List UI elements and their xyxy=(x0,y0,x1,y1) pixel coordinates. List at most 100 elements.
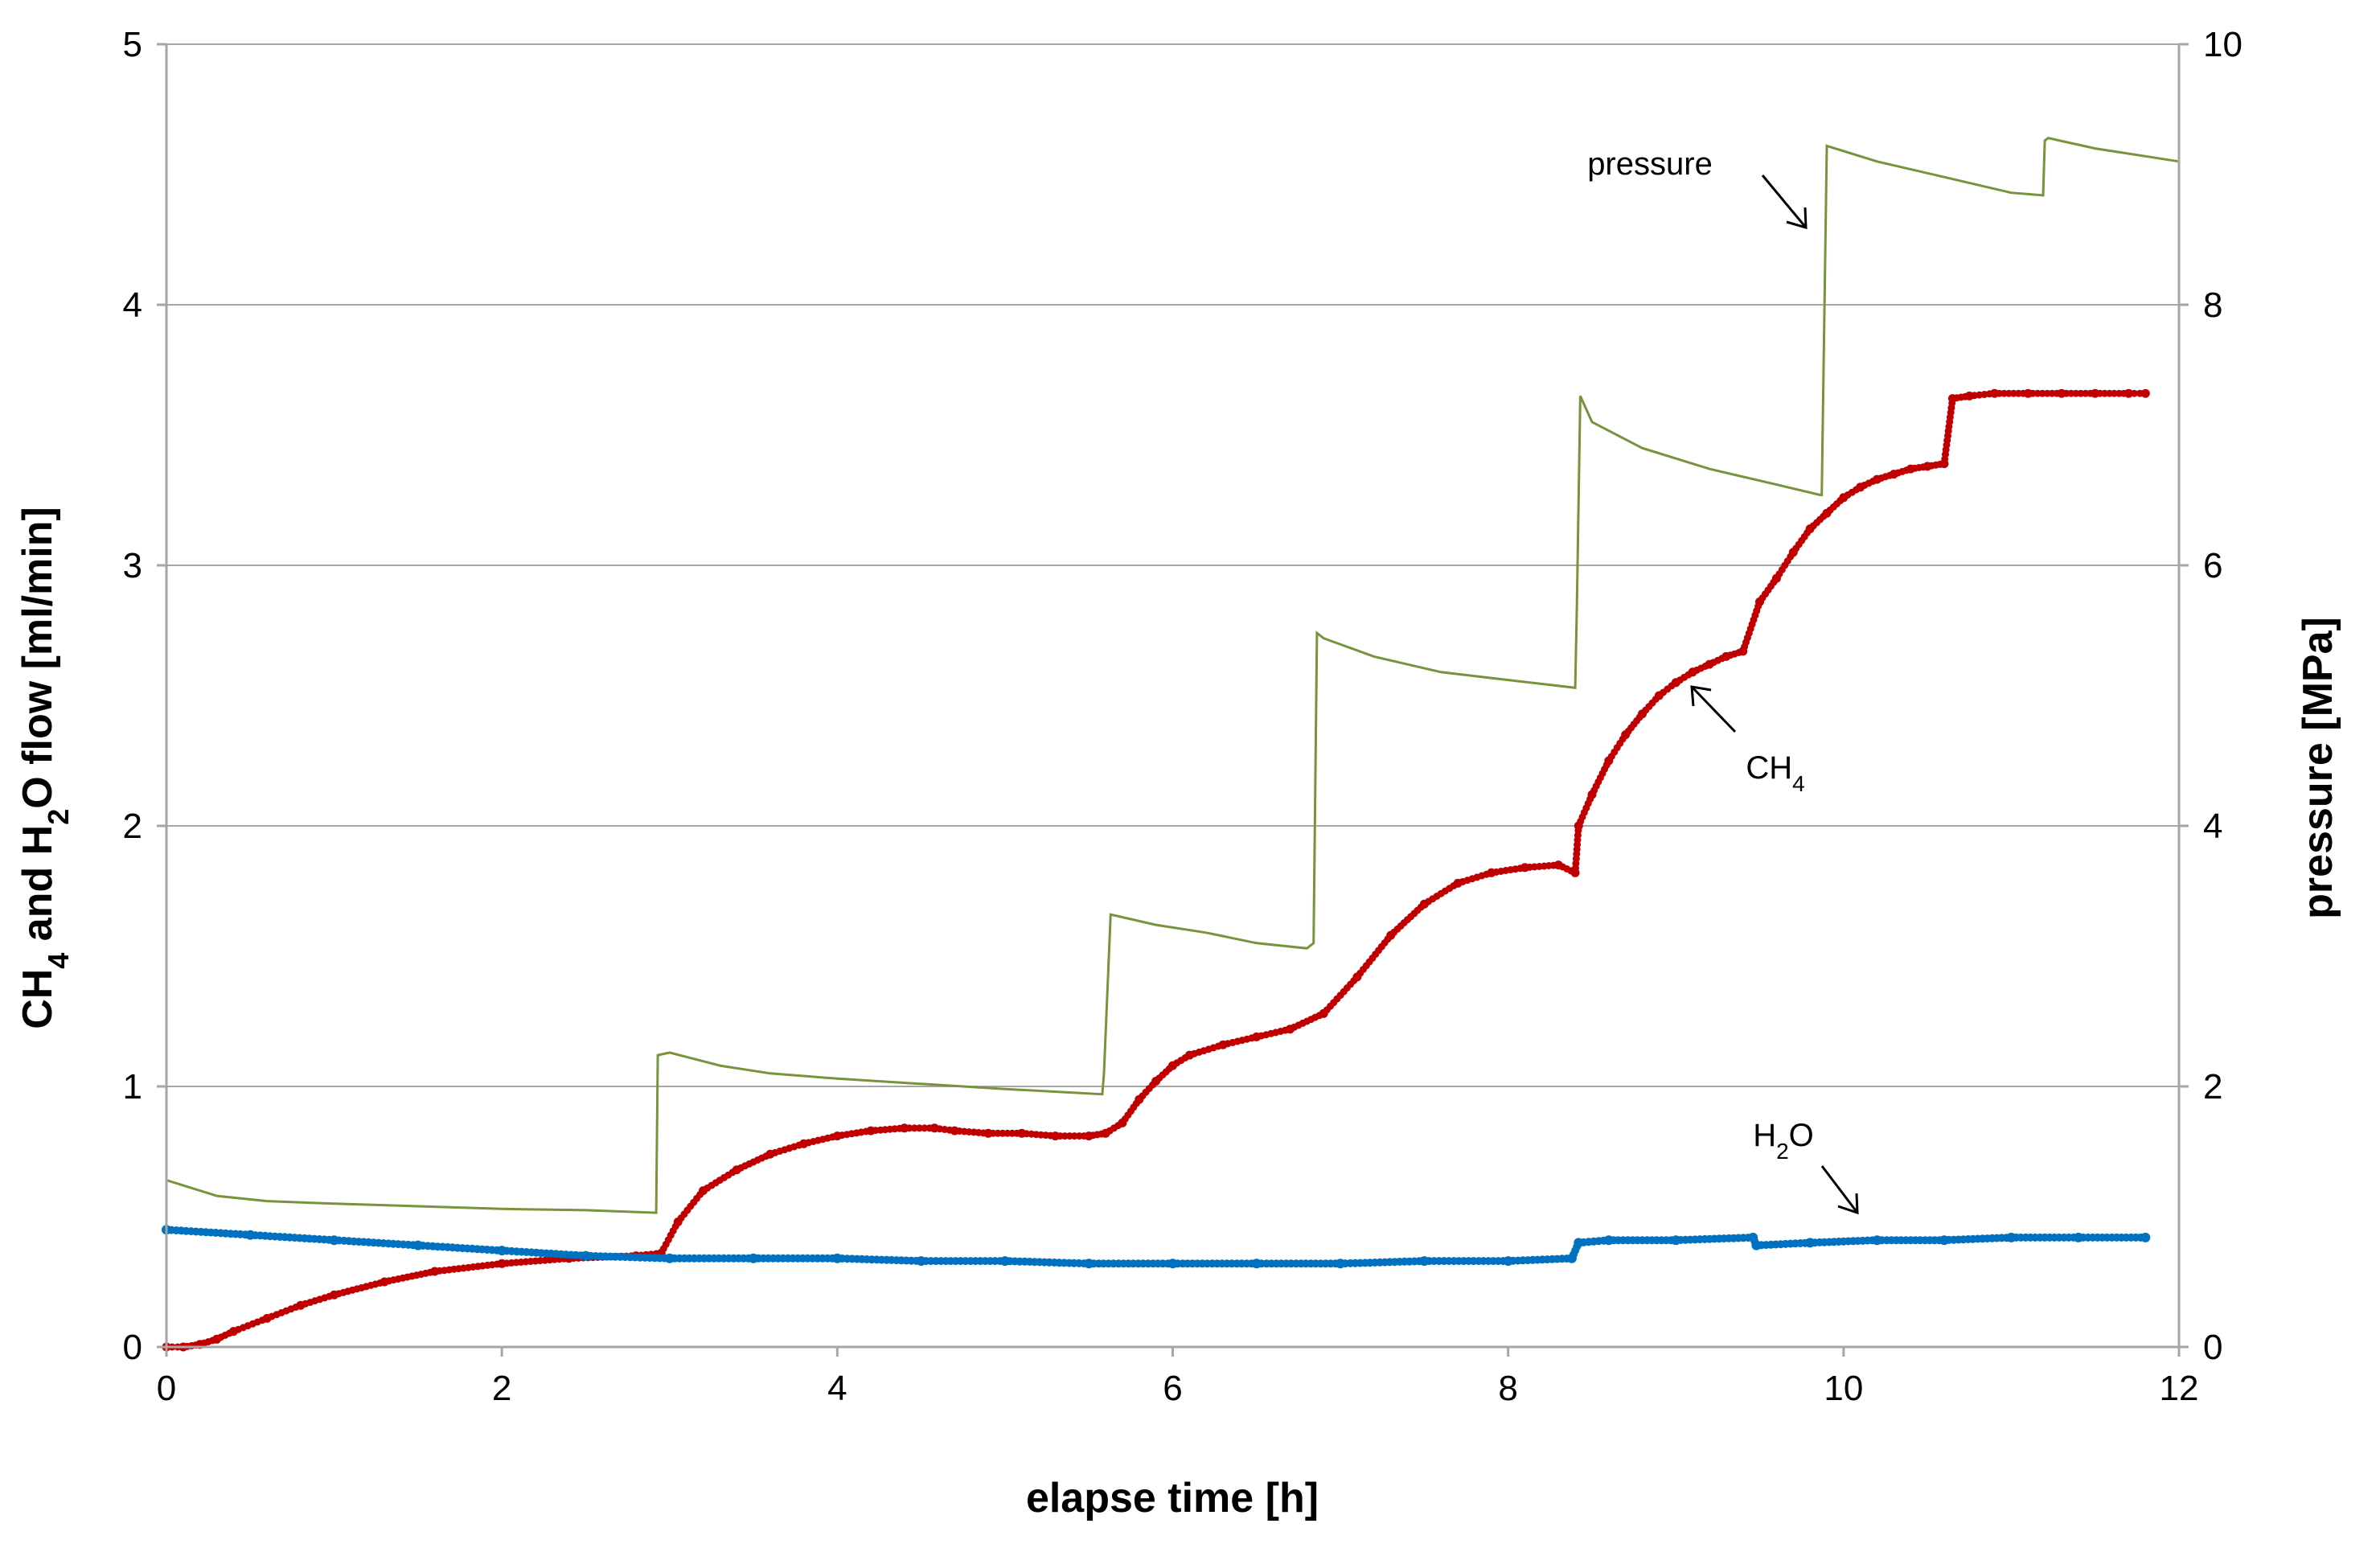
data-point-h2o xyxy=(1751,1240,1762,1250)
data-point-ch4 xyxy=(262,1313,272,1323)
y-right-tick-label: 2 xyxy=(2203,1067,2222,1107)
data-point-h2o xyxy=(1603,1235,1614,1246)
data-point-h2o xyxy=(1251,1259,1262,1269)
x-axis-title: elapse time [h] xyxy=(1026,1475,1319,1521)
series-h2o xyxy=(162,1225,2151,1269)
y-axis-right-title: pressure [MPa] xyxy=(2295,617,2341,919)
data-point-ch4 xyxy=(1168,1061,1177,1070)
data-point-ch4 xyxy=(699,1186,708,1196)
data-point-h2o xyxy=(2006,1232,2017,1242)
y-left-title-part: and H xyxy=(14,825,61,953)
data-point-ch4 xyxy=(2057,388,2066,398)
data-point-ch4 xyxy=(1101,1128,1110,1138)
data-point-ch4 xyxy=(1118,1118,1127,1127)
data-point-ch4 xyxy=(1587,790,1597,799)
data-point-ch4 xyxy=(1638,709,1647,719)
y-right-tick-label: 0 xyxy=(2203,1328,2222,1367)
annotation-h2o-tail: O xyxy=(1789,1118,1814,1153)
data-point-ch4 xyxy=(1939,459,1949,469)
data-point-ch4 xyxy=(1922,462,1932,471)
series-line-pressure xyxy=(166,136,2180,1214)
data-point-ch4 xyxy=(900,1123,909,1133)
data-point-ch4 xyxy=(1805,524,1815,534)
data-point-h2o xyxy=(1167,1259,1178,1269)
x-tick-label: 8 xyxy=(1498,1369,1517,1408)
annotation-h2o-label: H2O xyxy=(1753,1118,1814,1164)
data-point-h2o xyxy=(1805,1238,1816,1248)
y-left-tick-label: 5 xyxy=(123,25,142,64)
y-right-tick-label: 4 xyxy=(2203,807,2222,846)
data-point-ch4 xyxy=(1553,860,1563,870)
data-point-h2o xyxy=(1872,1235,1882,1246)
data-point-ch4 xyxy=(1574,821,1583,831)
data-point-ch4 xyxy=(1218,1040,1228,1049)
data-point-ch4 xyxy=(732,1165,741,1175)
data-point-ch4 xyxy=(1453,878,1463,888)
data-point-ch4 xyxy=(1990,388,2000,398)
data-point-h2o xyxy=(1084,1259,1094,1269)
data-point-ch4 xyxy=(1906,464,1915,474)
data-point-ch4 xyxy=(1688,667,1697,677)
data-point-ch4 xyxy=(330,1290,339,1300)
x-tick-label: 10 xyxy=(1824,1369,1863,1408)
x-tick-label: 4 xyxy=(827,1369,847,1408)
data-point-h2o xyxy=(412,1240,423,1250)
data-point-ch4 xyxy=(212,1334,222,1344)
data-point-ch4 xyxy=(929,1123,939,1133)
data-point-ch4 xyxy=(1788,548,1798,557)
data-point-ch4 xyxy=(380,1277,389,1287)
x-tick-label: 12 xyxy=(2160,1369,2199,1408)
y-right-tick-label: 10 xyxy=(2203,25,2243,64)
data-point-ch4 xyxy=(1252,1032,1262,1041)
data-point-h2o xyxy=(329,1235,339,1246)
annotation-h2o-base: H xyxy=(1753,1118,1776,1153)
data-point-h2o xyxy=(2140,1232,2151,1242)
data-point-ch4 xyxy=(1671,678,1680,688)
data-point-ch4 xyxy=(765,1149,775,1159)
axes xyxy=(157,43,2189,1357)
data-point-ch4 xyxy=(1738,647,1748,656)
data-point-ch4 xyxy=(1889,470,1898,479)
data-point-h2o xyxy=(1574,1238,1584,1248)
series-trace-dot xyxy=(916,1124,923,1132)
data-point-ch4 xyxy=(497,1259,507,1268)
data-point-ch4 xyxy=(1487,868,1496,877)
data-point-ch4 xyxy=(983,1128,993,1138)
data-point-ch4 xyxy=(1856,482,1865,492)
annotations: pressure CH4 H2O xyxy=(1587,146,1859,1215)
series-pressure xyxy=(166,136,2180,1214)
data-point-h2o xyxy=(1566,1253,1577,1263)
y-left-tick-label: 1 xyxy=(123,1067,142,1107)
data-point-ch4 xyxy=(1151,1077,1161,1086)
data-point-ch4 xyxy=(2124,388,2133,398)
data-point-ch4 xyxy=(1705,659,1714,669)
annotation-ch4-arrowhead xyxy=(1690,685,1712,707)
data-point-ch4 xyxy=(1873,474,1881,484)
annotation-pressure-arrowhead xyxy=(1786,207,1808,230)
y-left-title-sub: 2 xyxy=(42,809,75,825)
x-tick-label: 6 xyxy=(1163,1369,1182,1408)
data-point-ch4 xyxy=(1570,868,1580,877)
data-point-h2o xyxy=(1419,1256,1430,1267)
y-left-title-part: CH xyxy=(14,969,61,1029)
y-left-tick-label: 0 xyxy=(123,1328,142,1367)
annotation-ch4-sub: 4 xyxy=(1792,771,1805,796)
data-point-ch4 xyxy=(228,1327,238,1337)
data-point-ch4 xyxy=(1352,972,1362,982)
y-left-title-part: O flow [ml/min] xyxy=(14,507,61,809)
data-point-h2o xyxy=(832,1253,843,1263)
gridlines xyxy=(166,43,2179,1087)
data-point-ch4 xyxy=(430,1267,440,1276)
data-point-ch4 xyxy=(832,1131,842,1141)
data-point-ch4 xyxy=(1286,1025,1295,1034)
data-point-h2o xyxy=(1503,1256,1513,1267)
data-point-h2o xyxy=(1336,1259,1346,1269)
y-left-tick-label: 4 xyxy=(123,285,142,325)
y-axis-left-title: CH4 and H2O flow [ml/min] xyxy=(14,507,75,1029)
data-point-ch4 xyxy=(1621,730,1631,740)
data-point-ch4 xyxy=(2140,388,2150,398)
data-point-ch4 xyxy=(1135,1094,1144,1104)
